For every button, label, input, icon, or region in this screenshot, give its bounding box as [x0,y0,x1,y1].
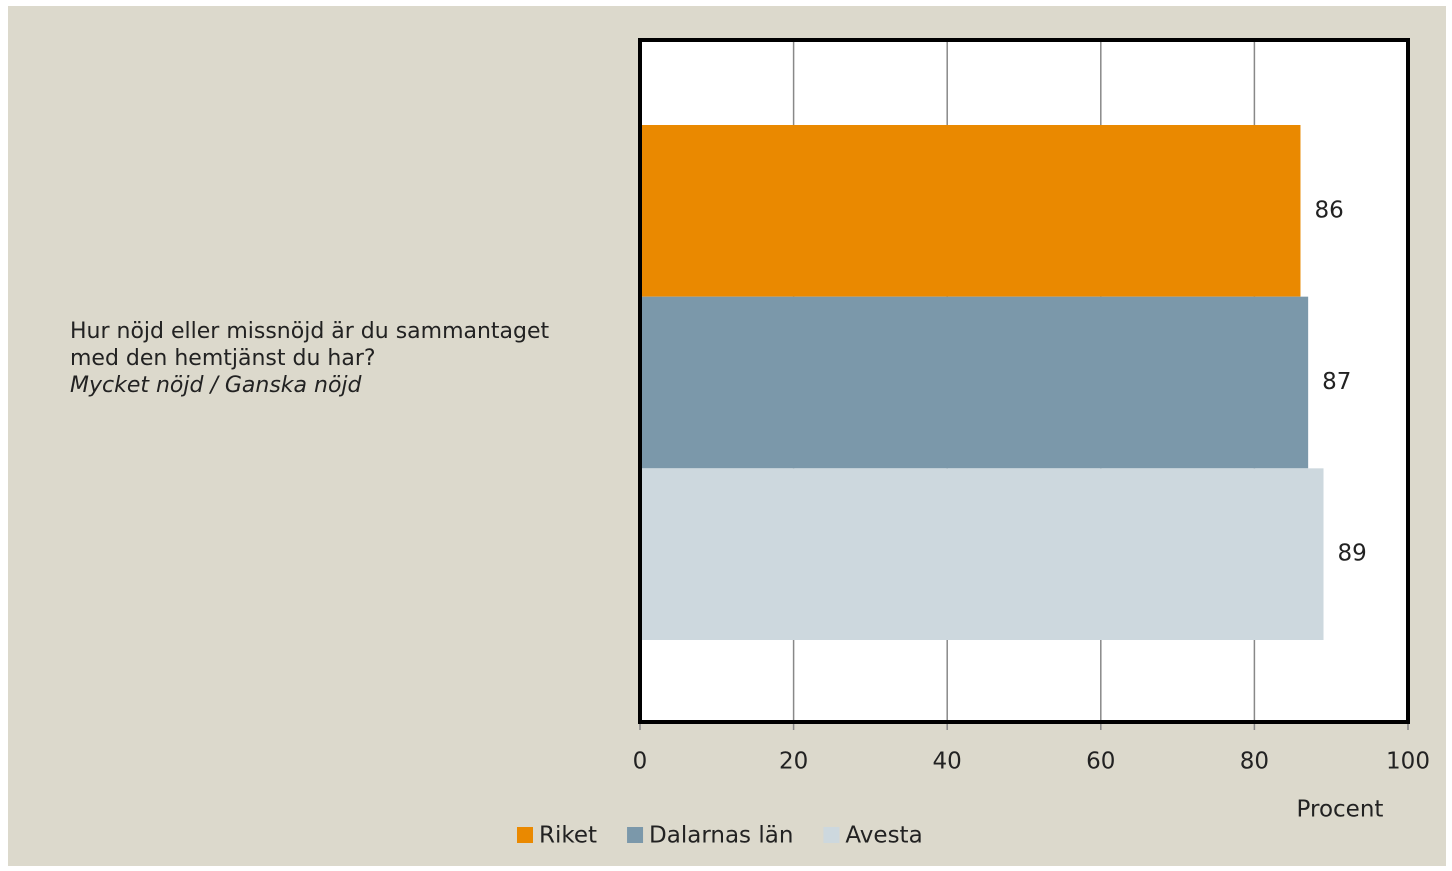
bar [640,125,1301,297]
category-label: Hur nöjd eller missnöjd är du sammantage… [70,319,550,371]
legend-label: Dalarnas län [649,823,793,849]
plot-border [638,38,1410,724]
value-label: 87 [1322,369,1351,395]
category-note: Mycket nöjd / Ganska nöjd [70,373,362,398]
legend-swatch [517,827,533,843]
legend-swatch [823,827,840,843]
x-tick-label: 80 [1240,749,1269,775]
legend-label: Avesta [845,823,922,849]
category-label-box: Hur nöjd eller missnöjd är du sammantage… [70,318,560,399]
value-label: 89 [1338,541,1367,567]
x-tick-label: 40 [933,749,962,775]
legend-swatch [627,827,644,843]
x-axis-label: Procent [1297,797,1384,823]
bar [640,468,1324,640]
x-tick-label: 60 [1086,749,1115,775]
x-tick-label: 100 [1386,749,1430,775]
legend-label: Riket [539,823,597,849]
x-tick-label: 0 [633,749,648,775]
x-tick-label: 20 [779,749,808,775]
value-label: 86 [1314,197,1343,223]
bar [640,296,1309,469]
